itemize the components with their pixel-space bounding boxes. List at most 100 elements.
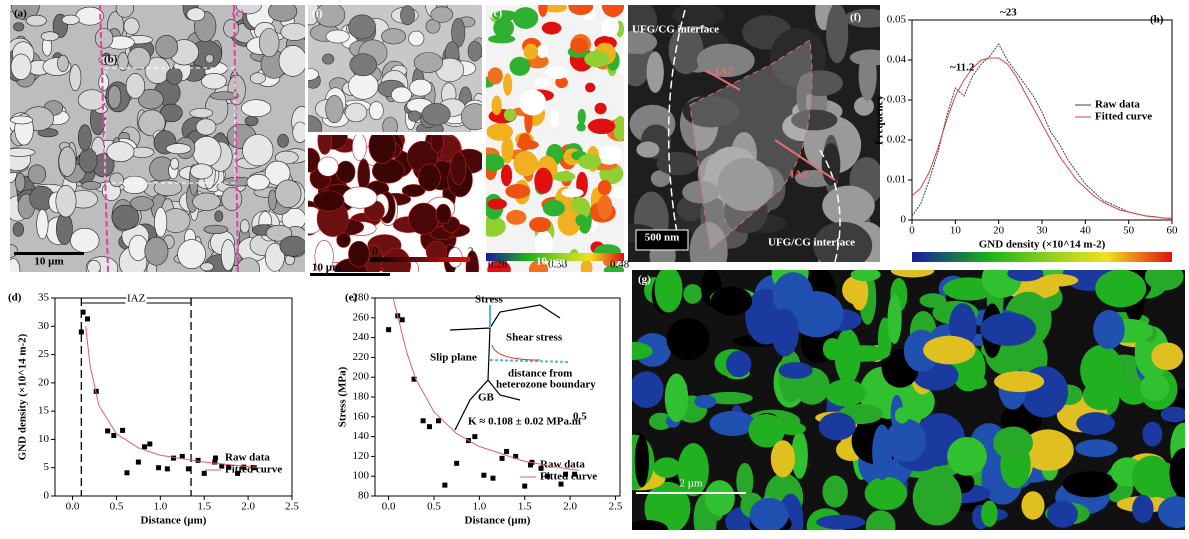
grain (632, 371, 664, 409)
legend-label: Fitted curve (225, 464, 282, 476)
grain (138, 109, 166, 137)
x-tick-label: 2.0 (241, 501, 255, 513)
grain (523, 43, 539, 60)
panel-label: (h) (1150, 14, 1164, 26)
x-tick-label: 20 (993, 225, 1005, 237)
y-tick-label: 25 (38, 348, 50, 360)
grain (413, 52, 444, 73)
grain (682, 180, 720, 204)
grain (221, 187, 243, 212)
panel-label: (a) (14, 8, 27, 20)
interface-line (667, 9, 686, 251)
y-tick-label: 15 (38, 405, 50, 417)
y-tick-label: 0.03 (887, 94, 907, 106)
grain (317, 156, 339, 177)
grain (368, 135, 396, 164)
grain (368, 101, 384, 121)
data-point (442, 482, 448, 488)
grain (1038, 274, 1079, 287)
grain (534, 230, 554, 256)
grain (694, 394, 717, 409)
grain (542, 199, 566, 217)
grain (822, 185, 875, 226)
grain (575, 214, 588, 227)
scale-bar (636, 492, 746, 494)
inset-label: GB (478, 392, 495, 404)
grain (534, 77, 551, 88)
data-point (538, 465, 544, 471)
grain (10, 258, 21, 272)
tem-label: IAZ (790, 169, 810, 181)
grain (125, 73, 146, 99)
k-label: K ≈ 0.108 ± 0.02 MPa.m (468, 416, 581, 428)
grain (192, 192, 221, 211)
grain (244, 115, 259, 127)
grain (279, 235, 305, 257)
grain (12, 222, 24, 237)
grain (325, 29, 350, 44)
data-point (436, 418, 442, 424)
data-point (78, 329, 84, 335)
grain (239, 219, 250, 234)
data-point (504, 448, 510, 454)
panel-label: (f) (850, 12, 861, 24)
grain (777, 422, 806, 435)
grain (923, 335, 976, 365)
grain (1075, 439, 1118, 458)
grain (267, 5, 298, 22)
grain (628, 30, 658, 54)
grain (336, 232, 351, 248)
grain (601, 5, 624, 18)
data-point (399, 317, 405, 323)
grain (838, 345, 891, 362)
x-tick-label: 40 (1080, 225, 1092, 237)
grain (313, 190, 345, 212)
series-line (911, 57, 1173, 219)
data-point (420, 418, 426, 424)
grain (186, 7, 206, 22)
x-axis-label: Distance (µm) (465, 515, 531, 527)
grain (165, 143, 192, 155)
grain (1169, 448, 1185, 498)
colorbar (912, 252, 1172, 262)
data-point (124, 470, 130, 476)
grain (95, 27, 114, 49)
data-point (147, 441, 153, 447)
grain (865, 510, 896, 530)
grain (400, 5, 416, 26)
data-point (185, 466, 191, 472)
y-axis-label: GND density (×10^14 m-2) (17, 333, 29, 460)
grain (246, 174, 270, 191)
annotation: ~23 (1000, 7, 1017, 19)
grain (381, 28, 407, 45)
grain (258, 28, 280, 58)
data-point (219, 463, 225, 469)
grain (155, 35, 179, 59)
data-point (454, 460, 460, 466)
grain (487, 67, 503, 85)
grain (505, 184, 531, 199)
y-tick-label: 280 (353, 292, 370, 304)
grain (668, 26, 704, 75)
grain (265, 224, 293, 242)
data-point (426, 424, 432, 430)
grain (943, 277, 996, 301)
grain (13, 22, 25, 32)
x-tick-label: 2.5 (285, 501, 299, 513)
grain (1080, 344, 1124, 396)
grain (726, 350, 752, 378)
grain (58, 146, 77, 177)
grain (1157, 496, 1185, 529)
y-tick-label: 160 (353, 410, 370, 422)
data-point (201, 470, 207, 476)
grain (585, 82, 596, 93)
grain (348, 14, 376, 40)
y-tick-label: 140 (353, 430, 370, 442)
legend-marker (528, 462, 533, 468)
grain (277, 134, 289, 148)
panel-label: (b) (104, 54, 118, 66)
micrograph-i (308, 5, 482, 132)
scale-bar-label: 500 nm (645, 232, 680, 244)
grain (264, 160, 291, 186)
grain (919, 293, 947, 308)
